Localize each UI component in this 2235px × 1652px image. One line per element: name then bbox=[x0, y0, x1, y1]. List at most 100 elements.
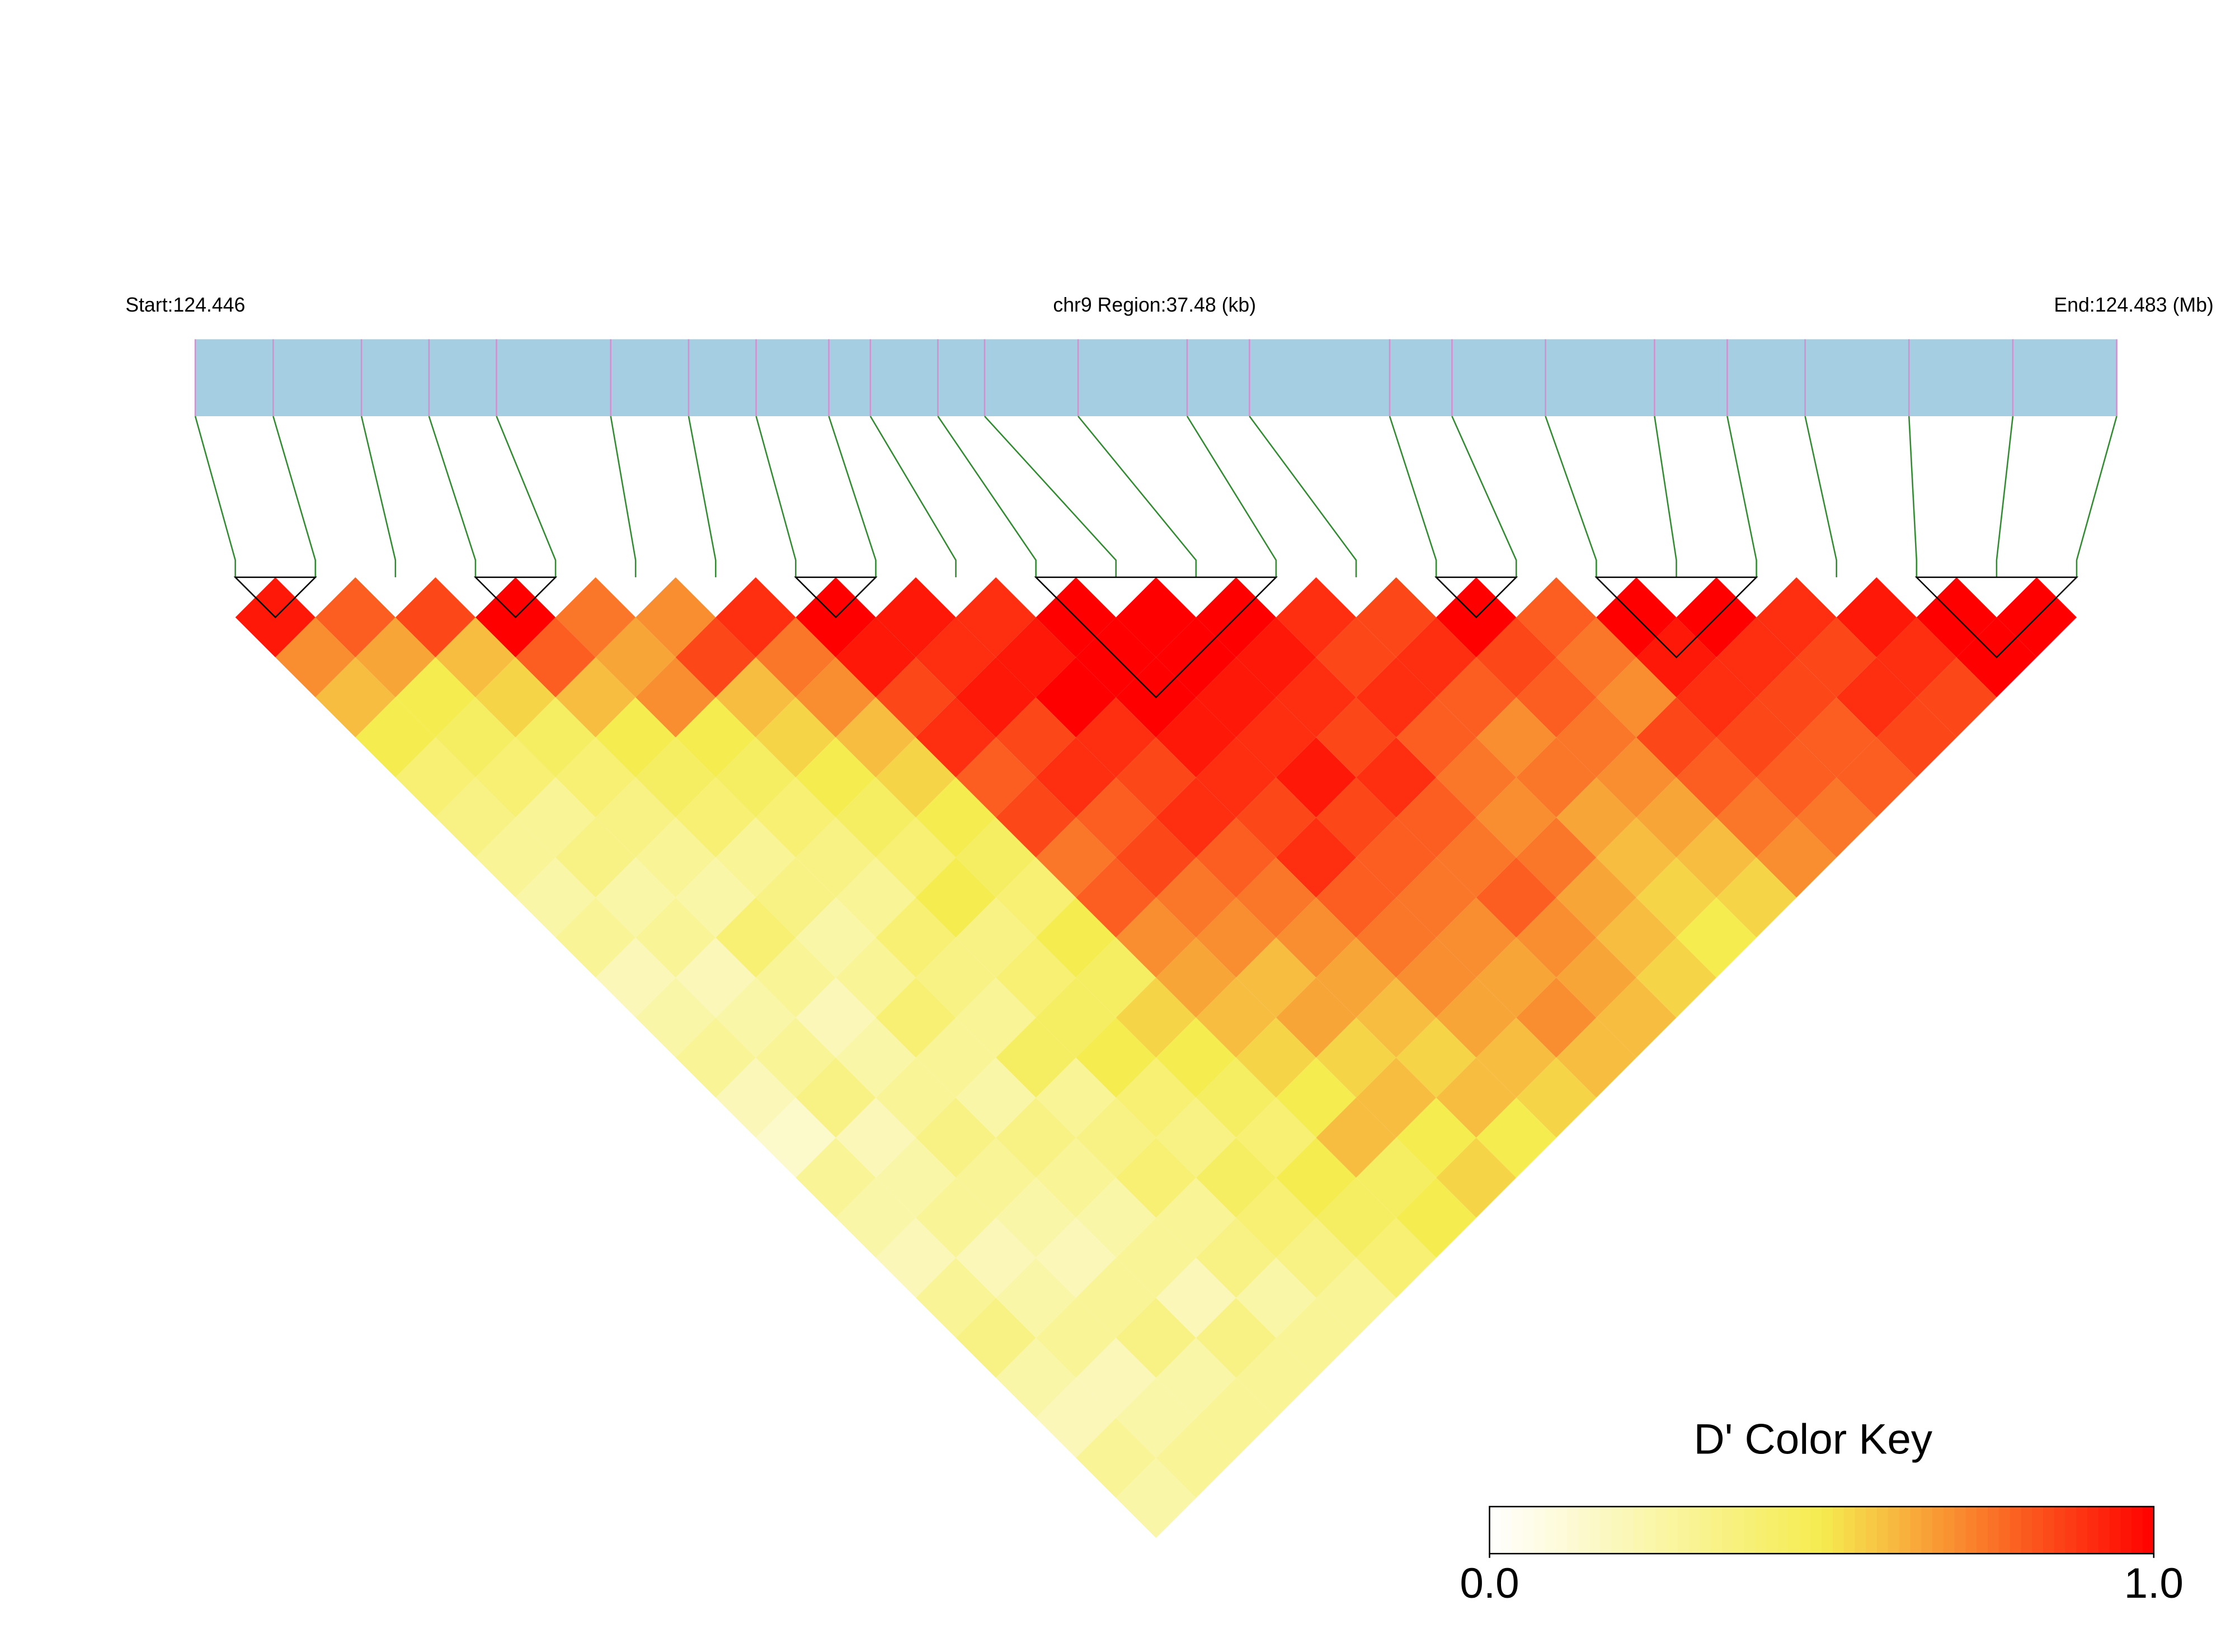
snp-connector bbox=[1804, 416, 1837, 577]
ld-cell bbox=[876, 977, 956, 1058]
color-key-step bbox=[1843, 1507, 1856, 1554]
ld-cell bbox=[1916, 657, 1997, 738]
color-key-step bbox=[1866, 1507, 1878, 1554]
color-key-step bbox=[1655, 1507, 1668, 1554]
color-key-step bbox=[1556, 1507, 1568, 1554]
color-key-step bbox=[1755, 1507, 1767, 1554]
color-key-step bbox=[1711, 1507, 1723, 1554]
ld-cell bbox=[1156, 857, 1236, 938]
color-key-step bbox=[1855, 1507, 1867, 1554]
ld-cell bbox=[1116, 1217, 1196, 1298]
ld-cell bbox=[1396, 1178, 1476, 1258]
color-key-step bbox=[2032, 1507, 2044, 1554]
snp-connector bbox=[1545, 416, 1597, 577]
snp-connector bbox=[755, 416, 797, 577]
ld-cell bbox=[1436, 1137, 1517, 1218]
region-bar bbox=[195, 339, 2117, 416]
ld-cell bbox=[1316, 1098, 1396, 1178]
color-key-step bbox=[1788, 1507, 1800, 1554]
snp-connector bbox=[2076, 416, 2118, 577]
ld-cell bbox=[1636, 777, 1717, 858]
color-key-frame bbox=[1489, 1505, 2155, 1555]
haplotype-block bbox=[1594, 576, 1758, 658]
ld-cell bbox=[1716, 777, 1797, 858]
color-key-step bbox=[1489, 1507, 1502, 1554]
haplotype-block bbox=[1434, 576, 1518, 619]
ld-cell bbox=[1276, 1297, 1357, 1378]
end-label: End:124.483 (Mb) bbox=[2054, 294, 2213, 316]
ld-cell bbox=[1116, 577, 1196, 658]
ld-cell bbox=[1476, 777, 1556, 858]
ld-cell bbox=[1476, 857, 1556, 938]
ld-cell bbox=[1556, 697, 1636, 778]
color-key-step bbox=[1644, 1507, 1657, 1554]
color-key-step bbox=[2087, 1507, 2100, 1554]
color-key-tick-label: 1.0 bbox=[2124, 1560, 2184, 1607]
ld-cell bbox=[1396, 1017, 1476, 1098]
ld-cell bbox=[1436, 657, 1517, 738]
color-key-step bbox=[1500, 1507, 1513, 1554]
ld-cell bbox=[1676, 657, 1757, 738]
ld-cell bbox=[1076, 1017, 1156, 1098]
ld-cell bbox=[315, 577, 396, 658]
ld-cell bbox=[1196, 977, 1276, 1058]
color-key-step bbox=[1578, 1507, 1590, 1554]
ld-cell bbox=[876, 1217, 956, 1298]
ld-cell bbox=[1836, 577, 1917, 658]
ld-cell bbox=[956, 577, 1036, 658]
snp-connector bbox=[984, 416, 1117, 577]
ld-cell bbox=[1396, 937, 1476, 1018]
ld-cell bbox=[1076, 777, 1156, 858]
ld-cell bbox=[1316, 777, 1396, 858]
ld-cell bbox=[1796, 697, 1877, 778]
ld-cell bbox=[435, 777, 516, 858]
ld-cell bbox=[876, 657, 956, 738]
snp-connector bbox=[937, 416, 1037, 577]
ld-cell bbox=[1076, 1258, 1156, 1338]
ld-cell bbox=[1516, 1057, 1597, 1138]
ld-cell bbox=[1676, 737, 1757, 818]
ld-cell bbox=[1596, 897, 1677, 978]
snp-connector bbox=[828, 416, 877, 577]
ld-cell bbox=[1076, 1178, 1156, 1258]
ld-cell bbox=[355, 697, 436, 778]
ld-cell bbox=[1116, 977, 1196, 1058]
color-key-step bbox=[2076, 1507, 2088, 1554]
ld-cell bbox=[1396, 617, 1476, 698]
haplotype-block bbox=[794, 576, 878, 619]
ld-cell bbox=[1636, 697, 1717, 778]
ld-cell bbox=[1516, 977, 1597, 1058]
color-key-step bbox=[2098, 1507, 2110, 1554]
snp-connector bbox=[1249, 416, 1357, 577]
color-key-step bbox=[2120, 1507, 2133, 1554]
color-key-step bbox=[1522, 1507, 1535, 1554]
snp-connector bbox=[1726, 416, 1757, 577]
color-key-step bbox=[1977, 1507, 1989, 1554]
color-key-title: D' Color Key bbox=[1694, 1416, 1933, 1463]
start-label: Start:124.446 bbox=[125, 294, 245, 316]
color-key-step bbox=[1533, 1507, 1546, 1554]
ld-cell bbox=[1836, 737, 1917, 818]
ld-cell bbox=[675, 1017, 756, 1098]
ld-cell bbox=[1196, 1217, 1276, 1298]
ld-cell bbox=[1156, 1338, 1236, 1418]
color-key-step bbox=[1932, 1507, 1945, 1554]
ld-cell bbox=[1396, 697, 1476, 778]
ld-cell bbox=[755, 1098, 836, 1178]
color-key-step bbox=[1589, 1507, 1601, 1554]
color-key-tick-label: 0.0 bbox=[1460, 1560, 1519, 1607]
snp-connector bbox=[1077, 416, 1197, 577]
snp-connector bbox=[610, 416, 637, 577]
region-label: chr9 Region:37.48 (kb) bbox=[1053, 294, 1256, 316]
color-key-step bbox=[1910, 1507, 1922, 1554]
color-key-step bbox=[1888, 1507, 1900, 1554]
snp-connector bbox=[1451, 416, 1517, 577]
ld-cell bbox=[1076, 857, 1156, 938]
color-key-step bbox=[1744, 1507, 1756, 1554]
ld-cell bbox=[1596, 657, 1677, 738]
snp-connector bbox=[688, 416, 717, 577]
snp-connector bbox=[1389, 416, 1437, 577]
ld-cell bbox=[1476, 1017, 1556, 1098]
snp-connector bbox=[1186, 416, 1277, 577]
